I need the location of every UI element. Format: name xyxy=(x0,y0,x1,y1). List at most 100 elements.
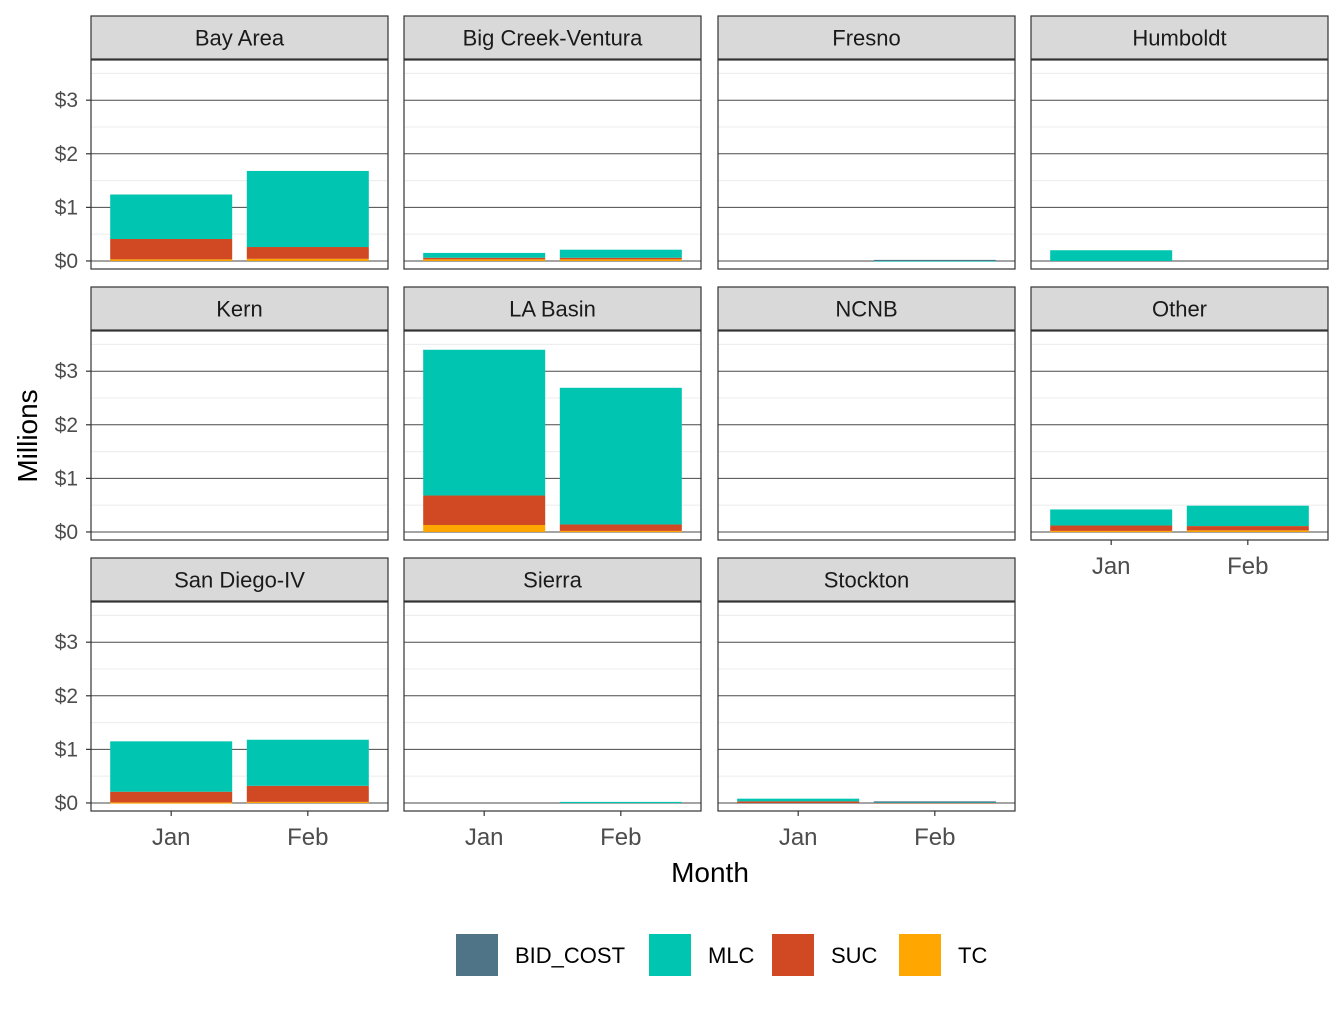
facet-panel-bay-area: Bay Area $0 $1 $2 $3 xyxy=(55,15,389,273)
facet-strip-label: Humboldt xyxy=(1132,26,1226,51)
bar-bay-area-jan-suc xyxy=(110,238,233,260)
bar-big-creek-ventura-feb-mlc xyxy=(559,249,682,258)
facet-strip-label: LA Basin xyxy=(509,297,596,322)
bar-san-diego-iv-feb-tc xyxy=(246,801,369,804)
bar-fresno-feb-bid-cost xyxy=(873,259,996,262)
facet-panel-la-basin: LA Basin xyxy=(403,286,702,541)
bar-san-diego-iv-feb-mlc xyxy=(246,739,369,786)
facet-strip xyxy=(717,557,1016,602)
facet-panel-big-creek-ventura: Big Creek-Ventura xyxy=(403,15,702,270)
bar-la-basin-feb-mlc xyxy=(559,387,682,525)
panel-background xyxy=(91,331,388,540)
bar-big-creek-ventura-jan-mlc xyxy=(423,252,546,258)
legend-key-bid-cost xyxy=(456,934,498,976)
facet-strip xyxy=(403,557,702,602)
bar-san-diego-iv-jan-suc xyxy=(110,791,233,803)
bar-other-jan-tc xyxy=(1050,530,1173,533)
bar-big-creek-ventura-jan-tc xyxy=(423,259,546,261)
bar-bay-area-feb-tc xyxy=(246,258,369,261)
bar-bay-area-feb-mlc xyxy=(246,170,369,248)
facet-panel-kern: Kern $0 $1 $2 $3 xyxy=(55,286,389,544)
bar-bay-area-jan-tc xyxy=(110,259,233,261)
y-tick-label: $3 xyxy=(55,360,78,383)
y-tick-label: $1 xyxy=(55,738,78,761)
x-tick-label: Jan xyxy=(465,824,504,851)
bar-la-basin-jan-tc xyxy=(423,524,546,532)
y-tick-label: $0 xyxy=(55,792,78,815)
facet-panel-sierra: Sierra Jan Feb xyxy=(403,557,702,851)
facet-strip xyxy=(403,286,702,331)
facet-panel-fresno: Fresno xyxy=(717,15,1016,270)
facet-strip-label: Sierra xyxy=(523,568,582,593)
x-tick-label: Jan xyxy=(779,824,818,851)
facet-strip-label: San Diego-IV xyxy=(174,568,305,593)
bar-other-feb-mlc xyxy=(1186,505,1309,527)
x-tick-label: Jan xyxy=(1092,553,1131,580)
panel-background xyxy=(1031,60,1328,269)
bar-sierra-feb-mlc xyxy=(559,801,682,804)
legend-item-suc: SUC xyxy=(772,934,878,976)
facet-strip-label: Stockton xyxy=(824,568,910,593)
y-axis-title: Millions xyxy=(12,389,43,482)
facet-strip-label: Kern xyxy=(216,297,262,322)
legend-label-mlc: MLC xyxy=(708,943,755,968)
y-tick-label: $0 xyxy=(55,521,78,544)
facet-strip xyxy=(90,557,389,602)
legend: BID_COST MLC SUC TC xyxy=(456,934,987,976)
y-tick-label: $3 xyxy=(55,89,78,112)
bar-big-creek-ventura-feb-suc xyxy=(559,257,682,260)
facet-panel-other: Other Jan Feb xyxy=(1030,286,1329,580)
x-tick-label: Feb xyxy=(1227,553,1268,580)
legend-key-mlc xyxy=(649,934,691,976)
bar-la-basin-jan-suc xyxy=(423,495,546,525)
bar-san-diego-iv-feb-suc xyxy=(246,785,369,802)
legend-label-tc: TC xyxy=(958,943,987,968)
legend-item-bid-cost: BID_COST xyxy=(456,934,625,976)
bar-bay-area-feb-suc xyxy=(246,247,369,259)
bar-san-diego-iv-jan-mlc xyxy=(110,741,233,792)
y-tick-label: $2 xyxy=(55,143,78,166)
panel-background xyxy=(718,331,1015,540)
y-tick-label: $0 xyxy=(55,250,78,273)
panel-background xyxy=(718,60,1015,269)
panel-background xyxy=(404,60,701,269)
bar-humboldt-jan-mlc xyxy=(1050,250,1173,261)
bar-san-diego-iv-jan-tc xyxy=(110,802,233,804)
bar-big-creek-ventura-jan-suc xyxy=(423,257,546,260)
y-tick-label: $2 xyxy=(55,685,78,708)
facet-strip xyxy=(1030,286,1329,331)
bar-bay-area-jan-mlc xyxy=(110,194,233,239)
facet-strip xyxy=(90,15,389,60)
legend-item-tc: TC xyxy=(899,934,987,976)
bar-other-feb-tc xyxy=(1186,530,1309,532)
x-tick-label: Feb xyxy=(287,824,328,851)
x-tick-label: Jan xyxy=(152,824,191,851)
panel-background xyxy=(404,602,701,811)
bar-big-creek-ventura-feb-tc xyxy=(559,259,682,261)
bar-stockton-jan-mlc xyxy=(737,798,860,802)
y-tick-label: $3 xyxy=(55,631,78,654)
bar-la-basin-jan-mlc xyxy=(423,349,546,496)
x-tick-label: Feb xyxy=(600,824,641,851)
facet-strip xyxy=(717,15,1016,60)
panel-background xyxy=(718,602,1015,811)
facet-panel-san-diego-iv: San Diego-IV $0 $1 $2 $3 Jan Feb xyxy=(55,557,389,851)
bar-stockton-jan-suc xyxy=(737,801,860,803)
bar-other-jan-mlc xyxy=(1050,509,1173,526)
facet-panel-humboldt: Humboldt xyxy=(1030,15,1329,270)
x-tick-label: Feb xyxy=(914,824,955,851)
x-axis-title: Month xyxy=(671,857,749,888)
facet-strip-label: Big Creek-Ventura xyxy=(463,26,644,51)
legend-key-suc xyxy=(772,934,814,976)
legend-key-tc xyxy=(899,934,941,976)
facet-panel-stockton: Stockton Jan Feb xyxy=(717,557,1016,851)
y-tick-label: $1 xyxy=(55,467,78,490)
facet-strip xyxy=(90,286,389,331)
facet-panels: Bay Area $0 $1 $2 $3 Big Creek-Ventura Fresno H… xyxy=(55,15,1329,851)
legend-label-suc: SUC xyxy=(831,943,878,968)
bar-other-jan-suc xyxy=(1050,525,1173,531)
facet-panel-ncnb: NCNB xyxy=(717,286,1016,541)
bar-stockton-feb-bid-cost xyxy=(873,801,996,803)
